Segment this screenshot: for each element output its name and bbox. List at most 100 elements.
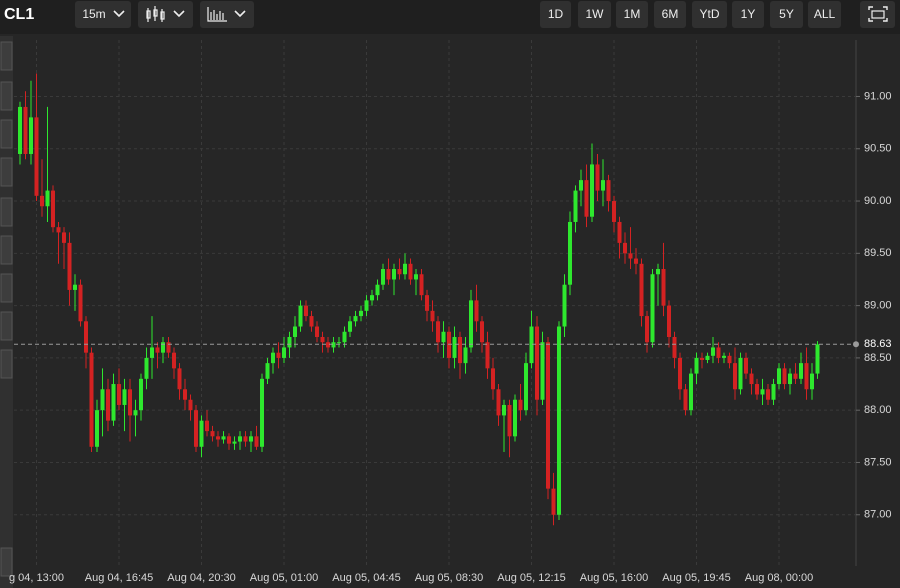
indicator-icon [207, 7, 227, 22]
candle-body [155, 347, 160, 353]
candle-body [529, 326, 534, 364]
tool[interactable] [0, 41, 13, 71]
x-tick-label: Aug 05, 16:00 [580, 572, 649, 584]
candle-body [238, 436, 242, 442]
candle-body [194, 410, 198, 447]
tool[interactable] [0, 273, 13, 303]
candle-body [469, 300, 473, 348]
candle-body [793, 373, 798, 379]
candle-body [425, 295, 429, 311]
range-label: 5Y [779, 7, 794, 21]
range-button[interactable]: YtD [692, 1, 727, 28]
candle-body [815, 344, 820, 374]
candle-body [183, 389, 187, 400]
tool[interactable] [0, 197, 13, 227]
candle-body [23, 106, 28, 154]
candle-body [161, 342, 165, 353]
candle-body [716, 347, 721, 358]
candle-body [282, 347, 286, 358]
indicator-button[interactable] [200, 1, 254, 28]
button-bg [138, 1, 193, 28]
chevron [234, 10, 246, 18]
y-tick-label: 87.00 [864, 509, 892, 521]
range-button[interactable]: 5Y [770, 1, 803, 28]
candle-body [436, 321, 440, 343]
candle-body [287, 336, 292, 348]
button-bg [732, 1, 764, 28]
candle-body [650, 274, 655, 343]
tool[interactable] [0, 119, 13, 149]
candle-body [106, 389, 110, 421]
y-tick-label: 91.00 [864, 90, 892, 102]
candle-body [568, 221, 572, 285]
candle-body [188, 399, 193, 411]
candle-body [700, 357, 704, 360]
fullscreen-button[interactable] [860, 1, 895, 28]
range-button[interactable]: 1D [540, 1, 571, 28]
plot: 87.00 87.50 88.00 88.50 89.00 89.50 90.00 90.50… [9, 40, 892, 584]
range-label: 1M [624, 7, 641, 21]
candle-body [441, 331, 446, 343]
range-button[interactable]: 1M [616, 1, 648, 28]
candle-body [232, 441, 237, 444]
candle-body [353, 316, 358, 322]
range-button[interactable]: 1Y [732, 1, 764, 28]
tool[interactable] [0, 547, 13, 577]
candle-body [364, 300, 369, 311]
interval-button[interactable]: 15m [75, 1, 131, 28]
chart-type-button[interactable] [138, 1, 193, 28]
candle-body [276, 352, 281, 358]
button-bg [860, 1, 895, 28]
candle-body [480, 321, 484, 343]
x-tick-label: g 04, 13:00 [9, 572, 64, 584]
candle-body [496, 389, 501, 416]
candle-body [95, 410, 99, 447]
candle-body [51, 190, 55, 228]
candle-body [485, 342, 490, 369]
candle-body [799, 363, 803, 379]
fullscreen-icon-box [871, 10, 885, 19]
candle-body [359, 310, 363, 317]
candle-body [414, 274, 418, 280]
candle-body [722, 355, 726, 358]
candle-body [579, 180, 583, 191]
button-bg [654, 1, 686, 28]
candle-body [386, 269, 391, 280]
candle-body [392, 269, 396, 280]
candle-body [133, 410, 138, 416]
candle-body [766, 389, 770, 400]
candle-body [199, 420, 204, 447]
candle-body [221, 436, 226, 440]
candle-body [782, 368, 787, 385]
candle-body [474, 300, 479, 322]
range-button[interactable]: ALL [808, 1, 841, 28]
candle-body [89, 352, 94, 447]
candle-body [760, 389, 765, 395]
y-tick-label: 88.00 [864, 404, 892, 416]
candle-body [34, 117, 39, 196]
range-button[interactable]: 6M [654, 1, 686, 28]
range-button[interactable]: 1W [578, 1, 611, 28]
tool[interactable] [0, 81, 13, 111]
tool[interactable] [0, 349, 13, 379]
candle-body [502, 404, 506, 416]
candle-body [100, 389, 105, 411]
candle-body [749, 373, 754, 385]
x-tick-label: Aug 05, 04:45 [332, 572, 401, 584]
y-tick-label: 90.50 [864, 143, 892, 155]
candle-body [535, 326, 539, 400]
candle-body [172, 352, 176, 369]
candle-body [540, 342, 545, 400]
button-bg [692, 1, 727, 28]
candle-body [403, 263, 407, 275]
tool[interactable] [0, 157, 13, 187]
candle-body [606, 180, 611, 202]
y-tick-label: 88.50 [864, 352, 892, 364]
candle-body [645, 316, 649, 343]
x-tick-label: Aug 05, 12:15 [497, 572, 566, 584]
candle-body [117, 384, 121, 405]
tool[interactable] [0, 235, 13, 265]
candle-body [62, 232, 66, 243]
tool[interactable] [0, 311, 13, 341]
